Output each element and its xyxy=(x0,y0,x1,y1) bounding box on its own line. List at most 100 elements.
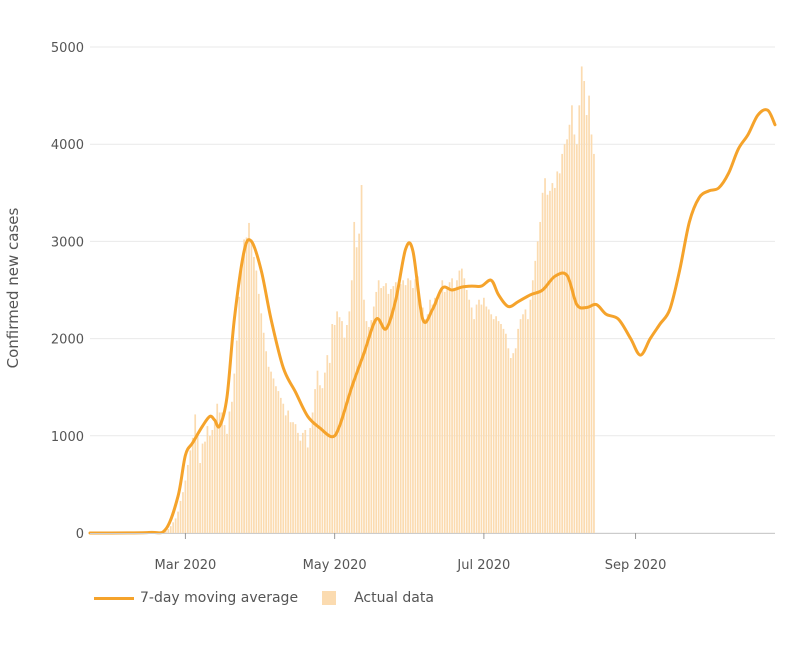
data-bar xyxy=(468,299,471,533)
data-bar xyxy=(480,304,483,533)
data-bar xyxy=(284,415,287,533)
data-bar xyxy=(483,297,485,533)
data-bar xyxy=(189,450,192,533)
data-bar xyxy=(326,355,329,533)
data-bar xyxy=(319,385,321,533)
data-bar xyxy=(226,433,228,533)
data-bar xyxy=(164,531,167,533)
data-bar xyxy=(182,492,184,533)
data-bar xyxy=(267,366,270,533)
y-tick-label: 5000 xyxy=(51,41,84,56)
data-bar xyxy=(387,293,390,533)
data-bar xyxy=(275,386,277,533)
data-bar xyxy=(279,397,282,533)
data-bar xyxy=(429,299,431,533)
data-bar xyxy=(328,362,331,533)
data-bar xyxy=(500,324,502,533)
y-tick-label: 3000 xyxy=(51,235,84,250)
data-bar xyxy=(265,351,267,533)
data-bar xyxy=(169,526,172,533)
data-bar xyxy=(473,319,475,533)
data-bar xyxy=(375,291,378,533)
legend-item-actual-data[interactable]: Actual data xyxy=(322,590,434,606)
data-bar xyxy=(316,370,319,533)
x-tick-label: Jul 2020 xyxy=(456,558,510,573)
data-bar xyxy=(201,443,204,533)
data-bar xyxy=(213,420,216,533)
data-bar xyxy=(448,282,451,533)
data-bar xyxy=(306,447,309,533)
data-bar xyxy=(397,290,400,533)
data-bar xyxy=(191,437,194,533)
data-bar xyxy=(517,328,519,533)
data-bar xyxy=(380,288,382,533)
data-bar xyxy=(519,319,522,533)
data-bar xyxy=(262,332,265,533)
data-bar xyxy=(235,340,238,533)
data-bar xyxy=(402,280,404,533)
data-bar xyxy=(585,115,588,533)
data-bar xyxy=(399,284,402,533)
data-bar xyxy=(167,529,170,533)
data-bar xyxy=(588,95,590,533)
data-bar xyxy=(179,500,182,533)
data-bar xyxy=(350,280,353,533)
data-bar xyxy=(424,319,427,533)
data-bar xyxy=(209,435,211,533)
data-bar xyxy=(297,432,299,533)
data-bar xyxy=(590,134,593,534)
data-bar xyxy=(509,358,512,533)
data-bar xyxy=(348,311,351,533)
data-bar xyxy=(514,348,517,533)
data-bar xyxy=(272,378,275,533)
data-bar xyxy=(456,280,458,533)
data-bar xyxy=(172,522,175,533)
data-bar xyxy=(174,518,177,533)
data-bar xyxy=(485,306,488,533)
data-bar xyxy=(453,290,456,533)
data-bar xyxy=(343,337,346,533)
data-bar xyxy=(419,299,422,533)
data-bar xyxy=(250,239,253,533)
data-bar xyxy=(385,283,387,533)
data-bar xyxy=(304,429,307,533)
data-bar xyxy=(243,239,245,533)
data-bar xyxy=(546,194,549,533)
y-tick-label: 4000 xyxy=(51,138,84,153)
data-bar xyxy=(324,372,326,533)
data-bar xyxy=(475,304,478,533)
legend-bar-swatch xyxy=(322,591,337,605)
data-bar xyxy=(177,511,179,533)
data-bar xyxy=(355,247,358,533)
data-bar xyxy=(363,299,365,533)
data-bar xyxy=(248,222,250,533)
data-bar xyxy=(194,414,197,533)
data-bar xyxy=(341,321,343,533)
data-bar xyxy=(206,426,209,533)
data-bar xyxy=(438,290,441,533)
data-bar xyxy=(333,324,336,533)
data-bar xyxy=(556,171,559,533)
y-axis-title: Confirmed new cases xyxy=(4,207,22,368)
data-bar xyxy=(495,316,497,533)
data-bar xyxy=(331,324,334,533)
legend: 7-day moving average Actual data xyxy=(94,590,458,606)
data-bar xyxy=(490,314,493,533)
data-bar xyxy=(287,410,290,533)
y-tick-label: 2000 xyxy=(51,333,84,348)
data-bar xyxy=(372,306,375,533)
data-bar xyxy=(257,293,260,533)
legend-item-moving-average[interactable]: 7-day moving average xyxy=(94,590,298,606)
data-bar xyxy=(534,260,537,533)
y-axis: 0 1000 2000 3000 4000 5000 xyxy=(51,41,84,542)
data-bar xyxy=(561,153,564,534)
data-bar xyxy=(536,241,539,533)
data-bar xyxy=(566,139,568,533)
data-bar xyxy=(336,311,338,533)
data-bar xyxy=(370,320,373,533)
data-bar xyxy=(558,173,561,534)
data-bar xyxy=(245,237,248,533)
data-bar xyxy=(377,280,380,533)
data-bar xyxy=(404,285,407,533)
data-bar xyxy=(512,353,515,533)
